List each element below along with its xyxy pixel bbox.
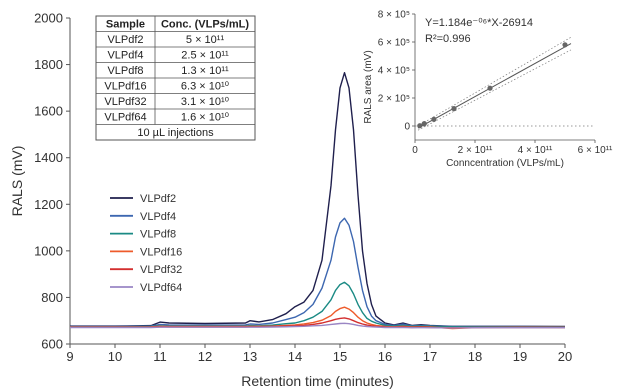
inset-x-tick-label: 2 × 10¹¹	[458, 145, 493, 156]
table-cell-sample: VLPdf16	[104, 81, 146, 93]
legend-label-vlpdf32: VLPdf32	[140, 264, 182, 276]
table-cell-conc: 5 × 10¹¹	[186, 34, 225, 46]
table-cell-conc: 3.1 × 10¹⁰	[181, 96, 230, 108]
inset-y-tick-label: 0	[404, 122, 410, 133]
table-cell-sample: VLPdf4	[107, 50, 143, 62]
x-tick-label: 9	[66, 349, 73, 364]
inset-x-tick-label: 6 × 10¹¹	[578, 145, 613, 156]
table-cell-conc: 1.3 × 10¹¹	[181, 65, 229, 77]
y-tick-label: 1600	[34, 104, 63, 119]
inset-r-squared: R²=0.996	[425, 33, 471, 45]
y-tick-label: 2000	[34, 11, 63, 26]
table-cell-conc: 6.3 × 10¹⁰	[181, 81, 230, 93]
x-tick-label: 11	[153, 349, 167, 364]
x-tick-label: 17	[423, 349, 437, 364]
x-tick-label: 14	[288, 349, 302, 364]
y-tick-label: 800	[41, 290, 63, 305]
table-cell-sample: VLPdf64	[104, 112, 146, 124]
legend: VLPdf2 VLPdf4 VLPdf8 VLPdf16 VLPdf32 VLPdf64	[110, 193, 182, 294]
inset-x-tick-label: 4 × 10¹¹	[518, 145, 553, 156]
x-tick-label: 12	[198, 349, 212, 364]
table-cell-sample: VLPdf2	[107, 34, 143, 46]
table-header-conc: Conc. (VLPs/mL)	[161, 19, 249, 31]
y-tick-label: 600	[41, 337, 63, 352]
inset-x-tick-label: 0	[412, 145, 418, 156]
inset-x-axis-title: Conncentration (VLPs/mL)	[446, 158, 564, 169]
inset-equation: Y=1.184e⁻⁰⁶*X-26914	[425, 17, 533, 29]
table-cell-sample: VLPdf32	[104, 96, 146, 108]
x-tick-label: 18	[468, 349, 482, 364]
concentration-table: Sample Conc. (VLPs/mL) VLPdf2 5 × 10¹¹ VLPdf…	[95, 15, 256, 141]
x-axis-title: Retention time (minutes)	[241, 373, 394, 389]
inset-y-tick-label: 2 × 10⁵	[378, 94, 410, 105]
x-tick-label: 13	[243, 349, 257, 364]
legend-label-vlpdf8: VLPdf8	[140, 229, 176, 241]
inset-data-point	[451, 106, 457, 112]
table-footer: 10 µL injections	[137, 127, 214, 139]
inset-data-point	[421, 121, 427, 127]
y-tick-label: 1200	[34, 197, 63, 212]
table-cell-conc: 1.6 × 10¹⁰	[181, 112, 230, 124]
y-tick-label: 1800	[34, 57, 63, 72]
series-line-vlpdf64	[70, 322, 565, 329]
legend-label-vlpdf16: VLPdf16	[140, 246, 182, 258]
table-cell-sample: VLPdf8	[107, 65, 143, 77]
inset-lower-band	[417, 49, 572, 131]
inset-y-tick-label: 4 × 10⁵	[378, 66, 410, 77]
inset-data-point	[431, 116, 437, 122]
inset-upper-band	[417, 36, 572, 127]
inset-fit-line	[417, 43, 572, 129]
table-header-sample: Sample	[106, 19, 145, 31]
x-tick-label: 16	[378, 349, 392, 364]
inset-y-axis-title: RALS area (mV)	[363, 50, 374, 123]
legend-label-vlpdf64: VLPdf64	[140, 282, 182, 294]
inset-calibration-plot: 0 2 × 10⁵ 4 × 10⁵ 6 × 10⁵ 8 × 10⁵ 0 2 × 10¹¹ 4 …	[363, 10, 613, 170]
legend-label-vlpdf4: VLPdf4	[140, 211, 176, 223]
y-axis-title: RALS (mV)	[9, 146, 25, 217]
inset-y-tick-label: 6 × 10⁵	[378, 38, 410, 49]
inset-data-point	[417, 123, 423, 129]
x-tick-label: 20	[558, 349, 572, 364]
legend-label-vlpdf2: VLPdf2	[140, 193, 176, 205]
inset-data-point	[487, 85, 493, 91]
y-tick-label: 1000	[34, 243, 63, 258]
x-tick-label: 19	[513, 349, 527, 364]
x-tick-label: 10	[108, 349, 122, 364]
table-cell-conc: 2.5 × 10¹¹	[181, 50, 229, 62]
y-tick-label: 1400	[34, 150, 63, 165]
inset-data-point	[562, 42, 568, 48]
x-tick-label: 15	[333, 349, 347, 364]
inset-y-tick-label: 8 × 10⁵	[378, 10, 410, 21]
